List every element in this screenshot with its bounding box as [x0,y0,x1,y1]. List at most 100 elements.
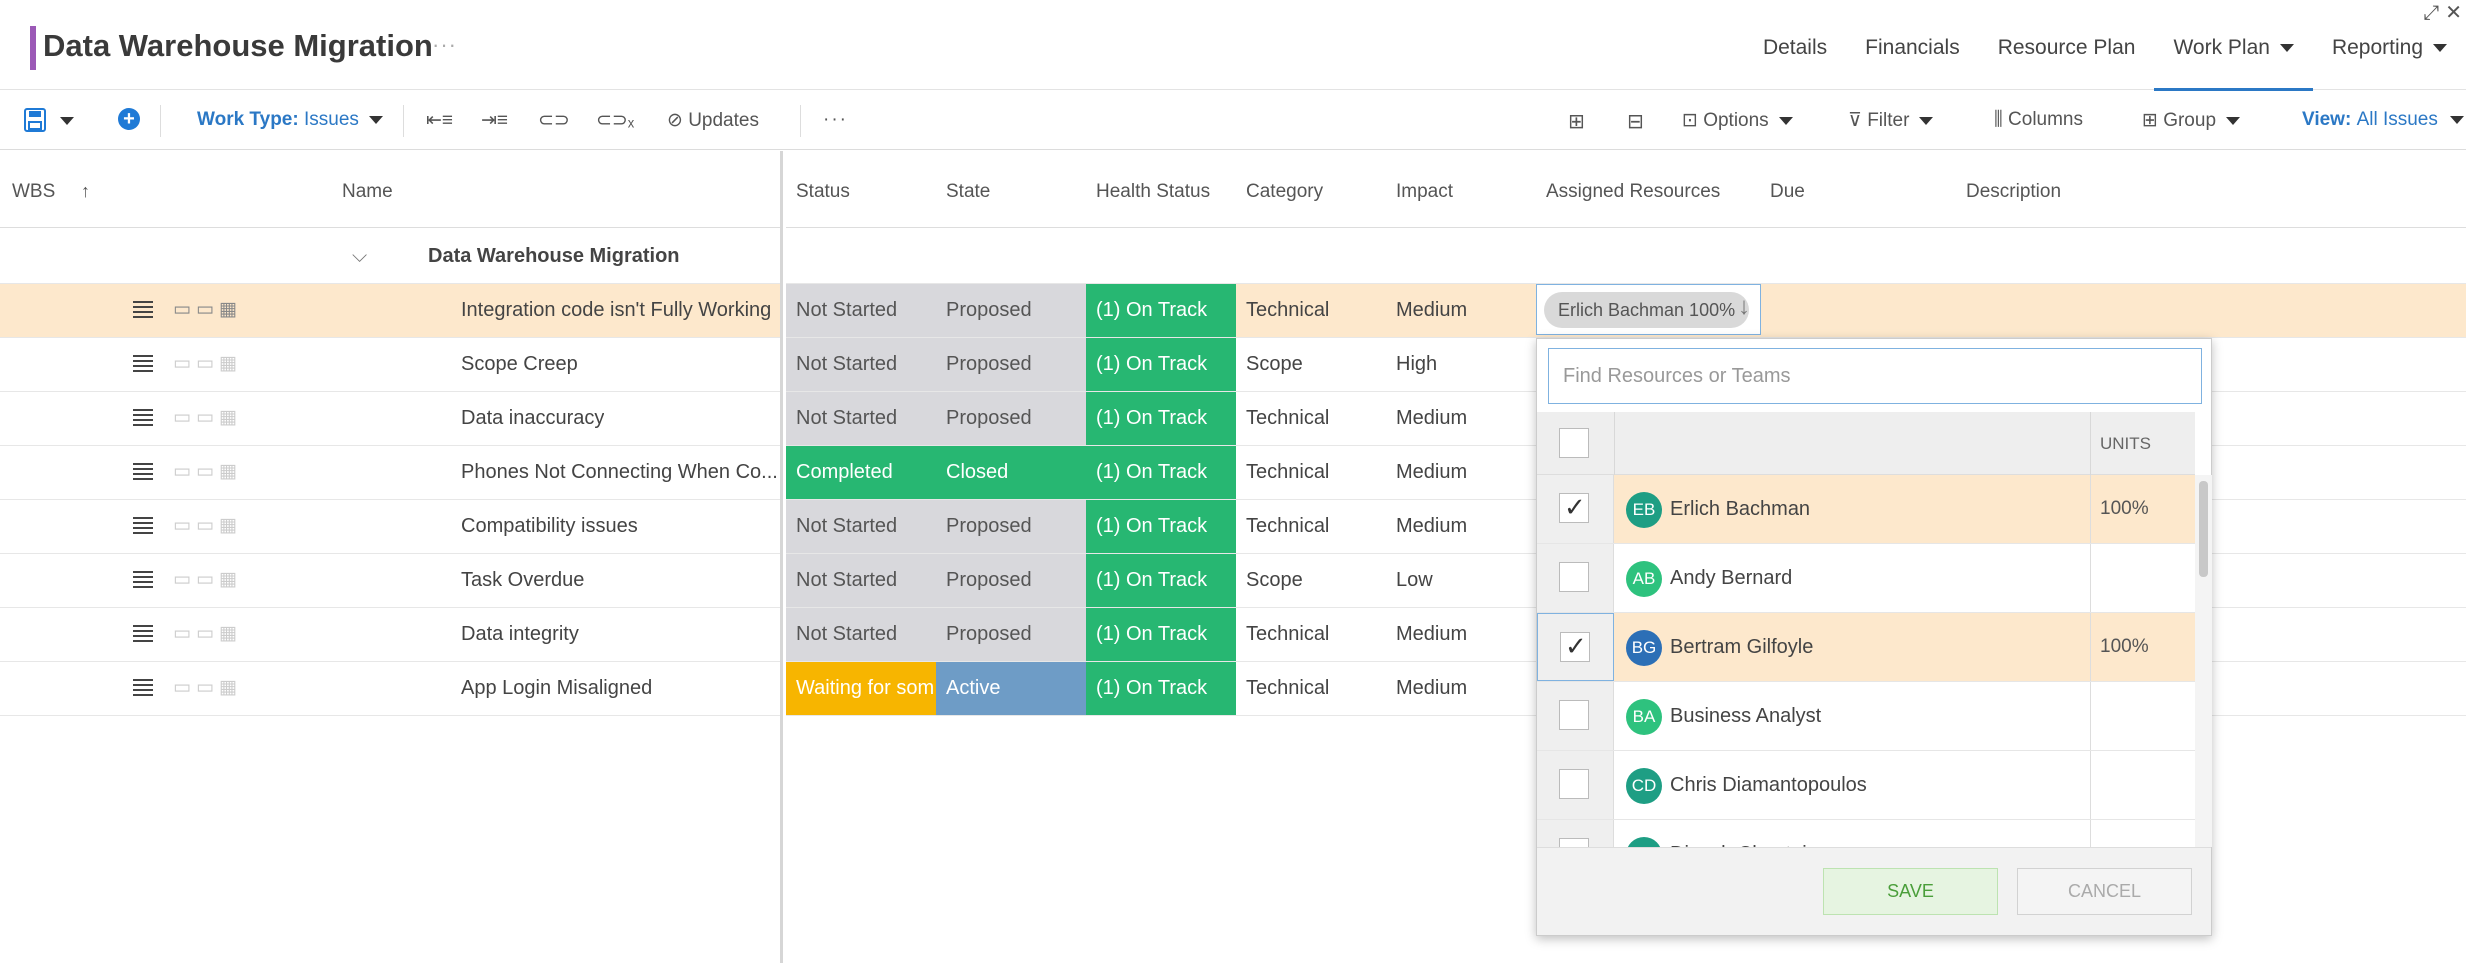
assigned-resources-editor[interactable]: Erlich Bachman 100% ↓ [1536,284,1761,335]
table-row[interactable]: Not Started Proposed (1) On Track Technical… [786,608,2466,662]
table-row[interactable]: ▭▭▦ Task Overdue [0,554,780,608]
tab-details[interactable]: Details [1744,22,1846,90]
state-cell[interactable]: Proposed [936,608,1086,661]
status-cell[interactable]: Not Started [786,284,936,337]
description-header[interactable]: Description [1966,181,2062,202]
impact-cell[interactable]: High [1396,353,1438,375]
row-action-icons[interactable]: ▭▭▦ [173,569,242,590]
health-cell[interactable]: (1) On Track [1086,446,1236,499]
resource-search-input[interactable] [1548,348,2202,404]
health-cell[interactable]: (1) On Track [1086,392,1236,445]
due-header[interactable]: Due [1770,181,1805,202]
category-cell[interactable]: Technical [1246,515,1330,537]
resource-checkbox[interactable] [1559,838,1589,847]
wbs-header[interactable]: WBS [12,181,56,202]
status-cell[interactable]: Not Started [786,338,936,391]
impact-cell[interactable]: Medium [1396,677,1468,699]
category-cell[interactable]: Technical [1246,407,1330,429]
arrow-down-icon[interactable]: ↓ [1738,293,1750,320]
select-all-checkbox[interactable] [1559,428,1589,458]
row-action-icons[interactable]: ▭▭▦ [173,353,242,374]
collapse-all-icon[interactable]: ⊟ [1627,111,1644,133]
drag-handle-icon[interactable] [133,301,153,319]
state-cell[interactable]: Closed [936,446,1086,499]
add-button[interactable]: + [118,108,140,131]
tab-resource-plan[interactable]: Resource Plan [1979,22,2155,90]
drag-handle-icon[interactable] [133,355,153,373]
status-cell[interactable]: Not Started [786,392,936,445]
state-cell[interactable]: Active [936,662,1086,715]
row-action-icons[interactable]: ▭▭▦ [173,515,242,536]
table-row[interactable]: Not Started Proposed (1) On Track Scope Low [786,554,2466,608]
resource-row[interactable]: CD Chris Diamantopoulos [1537,751,2195,820]
resource-row[interactable]: EB Erlich Bachman 100% [1537,475,2195,544]
drag-handle-icon[interactable] [133,517,153,535]
work-type-dropdown[interactable]: Work Type: Issues [197,109,383,131]
row-action-icons[interactable]: ▭▭▦ [173,299,242,320]
title-more-icon[interactable]: ··· [432,32,457,57]
resource-row[interactable]: BA Business Analyst [1537,682,2195,751]
impact-cell[interactable]: Medium [1396,299,1468,321]
row-action-icons[interactable]: ▭▭▦ [173,461,242,482]
row-name[interactable]: Task Overdue [461,569,585,591]
table-row[interactable]: Waiting for som Active (1) On Track Technic… [786,662,2466,716]
status-cell[interactable]: Not Started [786,554,936,607]
category-cell[interactable]: Technical [1246,623,1330,645]
state-cell[interactable]: Proposed [936,284,1086,337]
category-cell[interactable]: Scope [1246,569,1303,591]
popout-icon[interactable]: ⤢ [2423,2,2440,24]
table-row[interactable]: Completed Closed (1) On Track Technical Medi… [786,446,2466,500]
table-row[interactable]: ▭▭▦ Integration code isn't Fully Working [0,284,780,338]
state-cell[interactable]: Proposed [936,338,1086,391]
resource-checkbox[interactable] [1559,700,1589,730]
health-cell[interactable]: (1) On Track [1086,554,1236,607]
sort-up-icon[interactable]: ↑ [81,181,90,201]
health-cell[interactable]: (1) On Track [1086,338,1236,391]
resource-list-scrollbar[interactable] [2195,475,2212,847]
state-cell[interactable]: Proposed [936,392,1086,445]
name-header[interactable]: Name [342,181,393,202]
cancel-button[interactable]: CANCEL [2017,868,2192,915]
state-cell[interactable]: Proposed [936,500,1086,553]
updates-button[interactable]: ⊘ Updates [667,109,759,132]
tab-reporting[interactable]: Reporting [2313,22,2466,90]
options-dropdown[interactable]: ⊡ Options [1682,109,1793,132]
drag-handle-icon[interactable] [133,463,153,481]
drag-handle-icon[interactable] [133,679,153,697]
resource-checkbox[interactable] [1559,562,1589,592]
health-cell[interactable]: (1) On Track [1086,662,1236,715]
scroll-thumb[interactable] [2199,481,2208,577]
row-name[interactable]: Data inaccuracy [461,407,605,429]
health-header[interactable]: Health Status [1096,181,1211,202]
table-row[interactable]: ▭▭▦ Scope Creep [0,338,780,392]
drag-handle-icon[interactable] [133,409,153,427]
status-cell[interactable]: Waiting for som [786,662,936,715]
columns-button[interactable]: ⫼ Columns [1994,109,2083,131]
row-name[interactable]: Integration code isn't Fully Working [461,299,772,321]
group-dropdown[interactable]: ⊞ Group [2142,109,2241,132]
status-cell[interactable]: Completed [786,446,936,499]
row-name[interactable]: Data integrity [461,623,579,645]
resource-chip[interactable]: Erlich Bachman 100% [1544,292,1750,328]
impact-cell[interactable]: Medium [1396,515,1468,537]
row-name[interactable]: App Login Misaligned [461,677,653,699]
save-dropdown-icon[interactable] [60,117,74,125]
health-cell[interactable]: (1) On Track [1086,284,1236,337]
impact-cell[interactable]: Low [1396,569,1433,591]
outdent-icon[interactable]: ⇤≡ [426,110,454,131]
row-name[interactable]: Scope Creep [461,353,578,375]
save-icon[interactable] [24,108,46,132]
category-cell[interactable]: Technical [1246,461,1330,483]
health-cell[interactable]: (1) On Track [1086,608,1236,661]
table-row[interactable]: ▭▭▦ Data integrity [0,608,780,662]
health-cell[interactable]: (1) On Track [1086,500,1236,553]
close-icon[interactable]: ✕ [2445,2,2462,24]
drag-handle-icon[interactable] [133,571,153,589]
filter-dropdown[interactable]: ⊽ Filter [1848,109,1934,132]
expand-all-icon[interactable]: ⊞ [1568,111,1585,133]
resource-units[interactable]: 100% [2100,636,2149,657]
row-name[interactable]: Phones Not Connecting When Co... [461,461,778,483]
table-row[interactable]: Not Started Proposed (1) On Track Technical… [786,500,2466,554]
assigned-header[interactable]: Assigned Resources [1546,181,1721,202]
impact-cell[interactable]: Medium [1396,461,1468,483]
